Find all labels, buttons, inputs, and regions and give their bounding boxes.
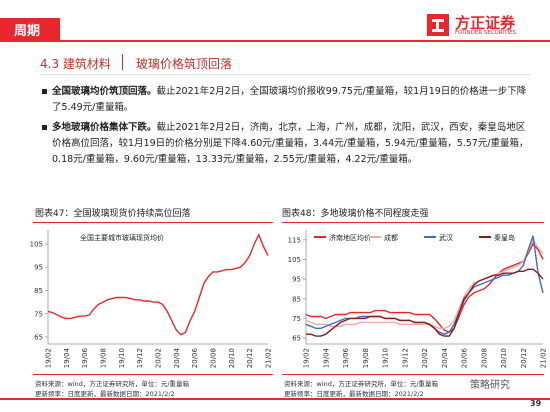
y-tick-label: 95 — [292, 276, 301, 284]
note: 更新频率：日度更新，最新数据日期：2021/2/2 — [284, 390, 424, 398]
x-tick-label: 19/02 — [303, 348, 311, 368]
x-tick-label: 19/08 — [100, 348, 108, 368]
y-tick-label: 105 — [30, 240, 43, 248]
x-tick-label: 20/08 — [210, 348, 218, 368]
x-tick-label: 19/12 — [136, 348, 144, 368]
legend-label: 全国主要城市玻璃现货均价 — [80, 233, 164, 242]
page-number: 39 — [530, 399, 542, 408]
y-tick-label: 65 — [34, 334, 43, 342]
line — [305, 235, 544, 335]
chart-rule — [33, 222, 273, 223]
chart-rule — [33, 374, 273, 375]
x-tick-label: 20/08 — [480, 348, 488, 368]
bullet-text: 截止2021年2月2日，全国玻璃均价报收99.75元/重量箱，较1月19日的价格… — [52, 86, 527, 113]
header-rule — [0, 40, 550, 42]
x-tick-label: 20/06 — [461, 347, 469, 368]
x-tick-label: 20/02 — [155, 348, 163, 368]
chart-rule — [282, 374, 544, 375]
y-tick-label: 95 — [34, 264, 43, 272]
bullet-text: 截止2021年2月2日，济南，北京，上海，广州，成都，沈阳，武汉，西安，秦皇岛地… — [52, 122, 529, 165]
watermark: 策略研究 — [470, 380, 510, 391]
x-tick-label: 20/12 — [246, 348, 254, 368]
x-tick-label: 19/04 — [63, 347, 71, 368]
legend-label: 武汉 — [439, 233, 453, 242]
y-tick-label: 105 — [288, 256, 301, 264]
x-tick-label: 20/02 — [421, 348, 429, 368]
x-tick-label: 19/06 — [342, 347, 350, 368]
x-tick-label: 20/10 — [228, 348, 236, 368]
y-tick-label: 65 — [292, 335, 301, 343]
legend-label: 济南地区均价 — [329, 233, 371, 242]
logo-text: 方正证券 — [455, 14, 516, 32]
x-tick-label: 20/10 — [500, 348, 508, 368]
logo-subtext: FOUNDER SECURITIES — [455, 30, 517, 36]
footer-rule — [0, 398, 550, 400]
note: 更新频率：日度更新，最新数据日期：2021/2/2 — [35, 390, 175, 398]
y-tick-label: 85 — [34, 287, 43, 295]
x-tick-label: 20/04 — [173, 347, 181, 368]
header-tab — [0, 18, 60, 40]
bullet: 多地玻璃价格集体下跌。截止2021年2月2日，济南，北京，上海，广州，成都，沈阳… — [42, 120, 530, 168]
line — [306, 268, 544, 337]
x-tick-label: 21/02 — [540, 348, 548, 368]
x-tick-label: 19/04 — [322, 347, 330, 368]
x-tick-label: 20/12 — [520, 348, 528, 368]
x-tick-label: 19/10 — [118, 348, 126, 368]
y-tick-label: 75 — [292, 315, 301, 323]
source: 资料来源：wind，方正证券研究所，单位：元/重量箱 — [35, 380, 190, 388]
x-tick-label: 19/10 — [382, 348, 390, 368]
y-tick-label: 85 — [292, 295, 301, 303]
chart-rule — [282, 222, 544, 223]
legend-label: 成都 — [384, 233, 398, 242]
legend-label: 秦皇岛 — [494, 233, 515, 242]
header-section: 周期 — [14, 24, 41, 39]
x-tick-label: 19/06 — [81, 347, 89, 368]
bullet: 全国玻璃均价筑顶回落。截止2021年2月2日，全国玻璃均价报收99.75元/重量… — [42, 84, 530, 116]
section-number-title: 4.3 建筑材料 — [40, 57, 111, 71]
source: 资料来源：wind，方正证券研究所，单位：元/重量箱 — [284, 380, 439, 388]
x-tick-label: 20/04 — [441, 347, 449, 368]
chart-title: 图表47：全国玻璃现货价持续高位回落 — [35, 209, 191, 219]
heading-divider — [122, 54, 123, 70]
chart-title: 图表48：多地玻璃价格不同程度走强 — [282, 209, 429, 219]
y-tick-label: 75 — [34, 310, 43, 318]
x-tick-label: 21/02 — [265, 348, 273, 368]
line — [47, 232, 269, 336]
heading-rule — [40, 74, 530, 75]
x-tick-label: 20/06 — [191, 347, 199, 368]
line — [305, 242, 544, 334]
line — [305, 238, 544, 329]
bullet-lead: 全国玻璃均价筑顶回落。 — [52, 86, 157, 97]
section-subtitle: 玻璃价格筑顶回落 — [136, 57, 233, 71]
bullet-lead: 多地玻璃价格集体下跌。 — [52, 122, 157, 133]
logo-icon — [427, 14, 449, 36]
x-tick-label: 19/12 — [401, 348, 409, 368]
x-tick-label: 19/02 — [45, 348, 53, 368]
y-tick-label: 115 — [288, 236, 301, 244]
x-tick-label: 19/08 — [362, 348, 370, 368]
